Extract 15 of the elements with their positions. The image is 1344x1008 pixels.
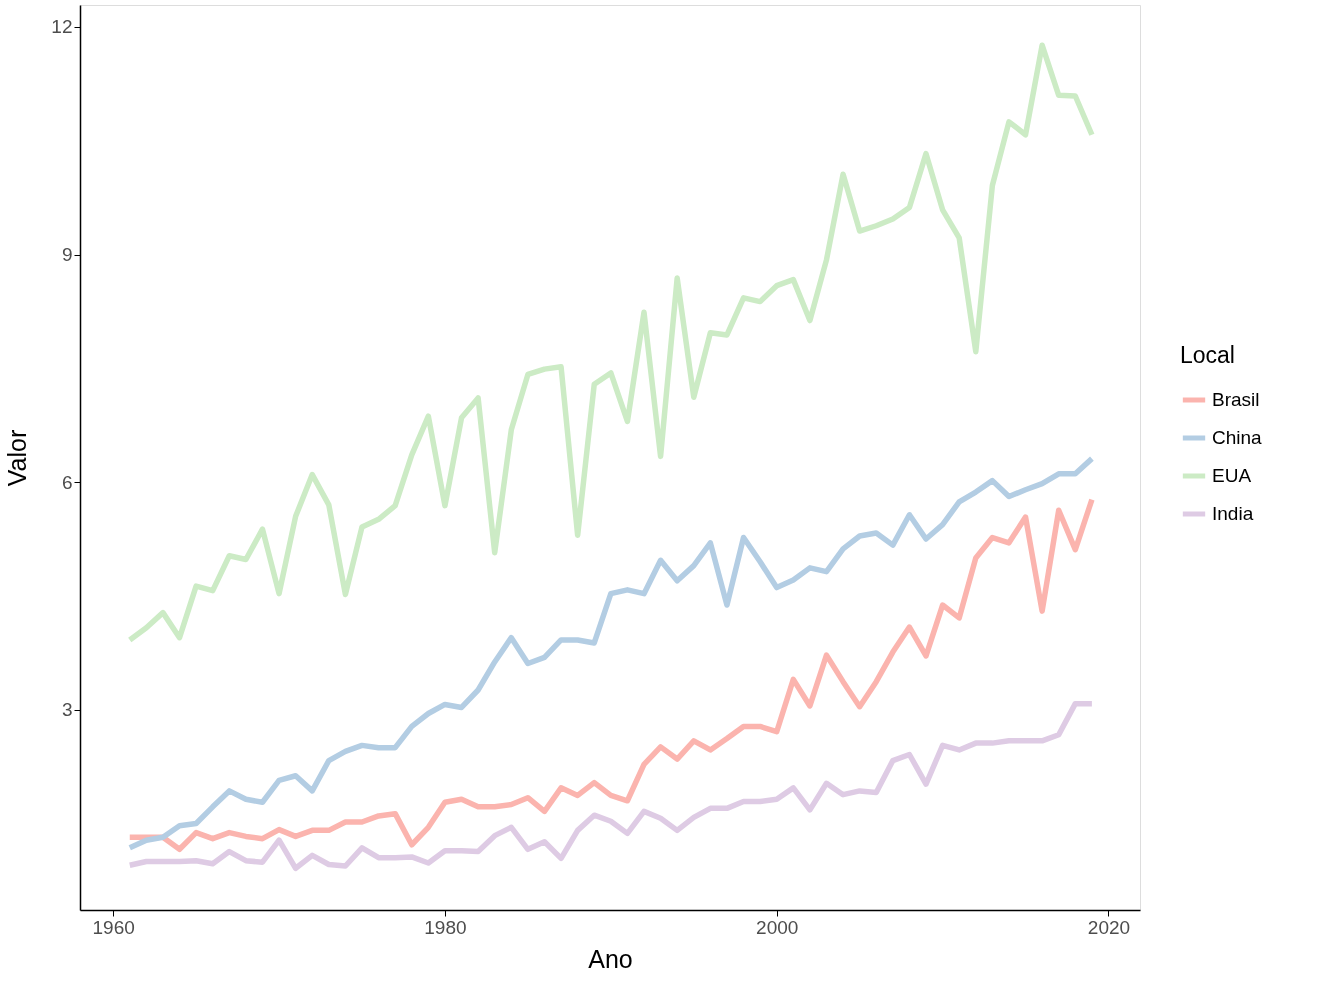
legend-title: Local bbox=[1180, 342, 1235, 368]
x-tick-label: 2000 bbox=[756, 916, 799, 938]
legend-label: Brasil bbox=[1212, 389, 1260, 410]
y-tick-label: 9 bbox=[61, 244, 73, 266]
x-tick-label: 1980 bbox=[424, 916, 467, 938]
x-tick-label: 1960 bbox=[92, 916, 135, 938]
y-tick-label: 3 bbox=[61, 699, 73, 721]
y-tick-label: 12 bbox=[51, 16, 73, 38]
legend-label: EUA bbox=[1212, 465, 1252, 486]
x-tick-label: 2020 bbox=[1087, 916, 1131, 938]
x-axis-title: Ano bbox=[588, 944, 633, 973]
y-axis-title: Valor bbox=[3, 429, 32, 487]
legend-label: India bbox=[1212, 503, 1254, 524]
y-tick-label: 6 bbox=[61, 471, 73, 493]
legend-label: China bbox=[1212, 427, 1263, 448]
